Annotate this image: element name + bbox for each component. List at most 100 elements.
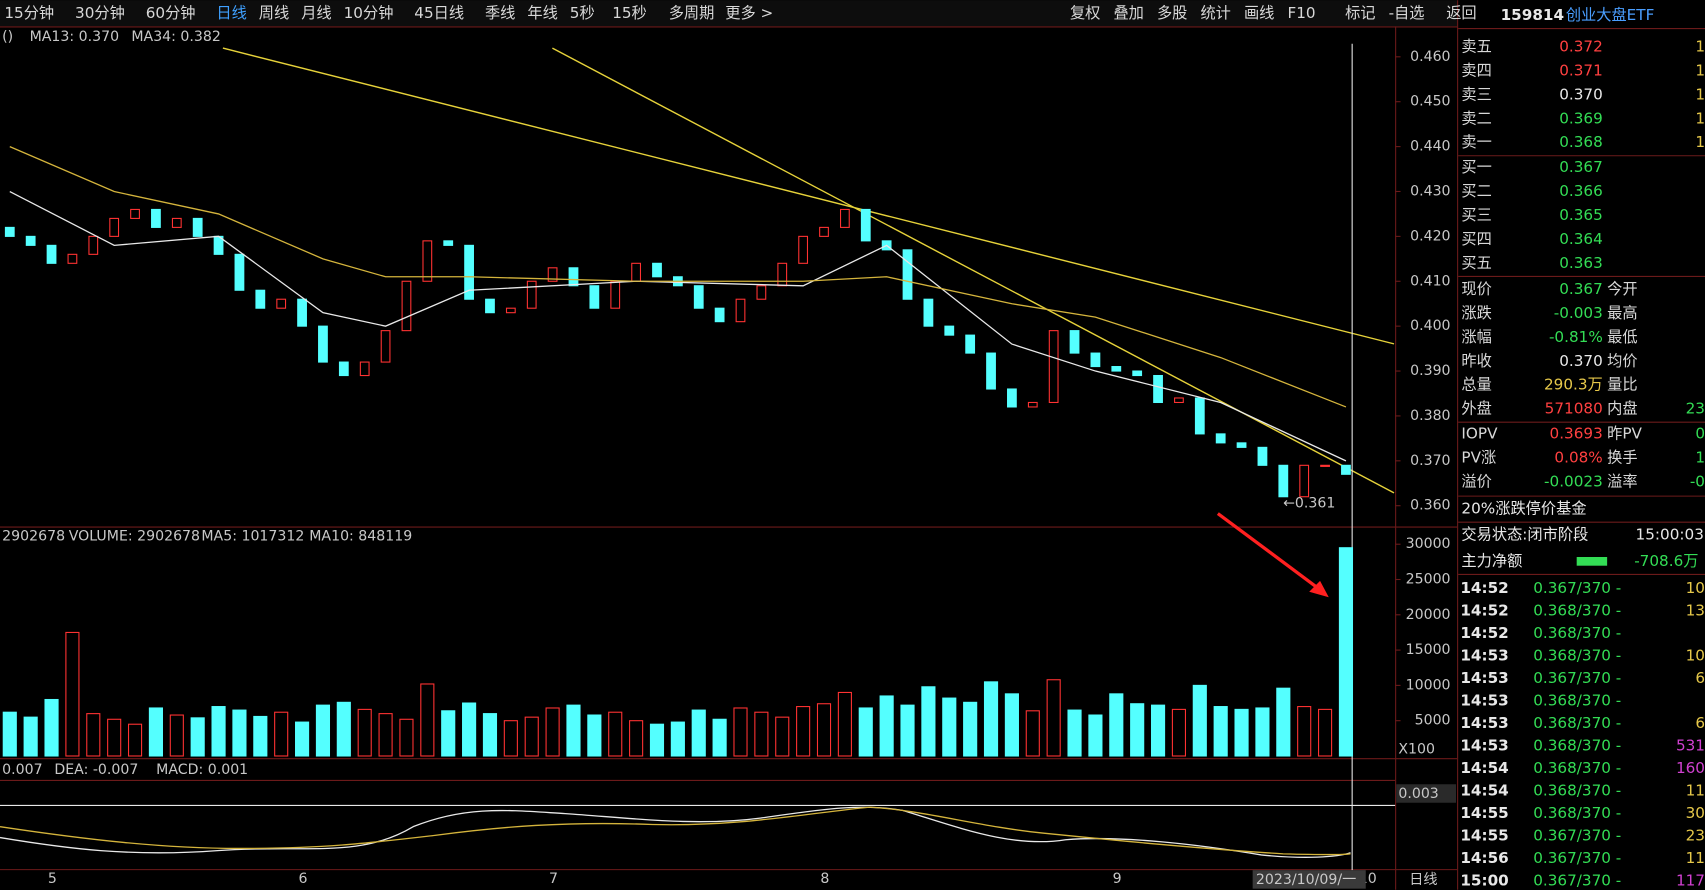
trade-time: 14:52 <box>1460 602 1508 620</box>
volume-bar <box>566 704 581 757</box>
info-label: 溢率 <box>1607 472 1637 490</box>
book-label: 买四 <box>1461 230 1491 248</box>
candle <box>1215 433 1226 444</box>
book-label: 卖五 <box>1461 38 1491 56</box>
volume-bar <box>211 706 226 757</box>
volume-bar <box>482 713 498 757</box>
period-tab[interactable]: 季线 <box>485 4 515 22</box>
info-label: 溢价 <box>1461 472 1491 490</box>
candle <box>1174 397 1184 404</box>
period-tab[interactable]: 30分钟 <box>75 4 125 22</box>
candle <box>338 361 349 377</box>
y-tick-label: 0.400 <box>1410 318 1450 334</box>
panel-borders <box>0 0 1459 890</box>
trend-line <box>552 47 1395 494</box>
tool-button[interactable]: 叠加 <box>1113 4 1143 22</box>
candle <box>547 267 558 282</box>
volume-bar <box>1255 707 1270 757</box>
tool-button[interactable]: 复权 <box>1070 4 1100 22</box>
trade-volume: 13 <box>1686 602 1705 620</box>
period-tab[interactable]: 日线 <box>216 4 246 22</box>
ma-line <box>9 146 1347 408</box>
candle <box>923 298 934 327</box>
y-tick-label: 15000 <box>1406 642 1451 658</box>
volume-unit: X100 <box>1398 741 1435 757</box>
tool-button[interactable]: 返回 <box>1446 4 1476 22</box>
book-label: 卖三 <box>1461 85 1491 103</box>
security-code: 159814 <box>1501 6 1565 24</box>
tool-button[interactable]: -自选 <box>1389 4 1425 22</box>
info-label: 总量 <box>1461 376 1491 394</box>
volume-bar <box>295 721 310 757</box>
main-net-bar <box>1576 556 1608 566</box>
volume-bar <box>775 716 790 757</box>
volume-bar <box>921 686 936 757</box>
trade-price: 0.368/370 - <box>1533 782 1621 800</box>
period-tab[interactable]: 5秒 <box>570 4 595 22</box>
x-tick-label: 5 <box>48 871 57 887</box>
info-value: -0 <box>1690 472 1705 490</box>
candle <box>130 208 140 219</box>
volume-bar <box>524 716 539 757</box>
info-value: 571080 <box>1545 400 1603 418</box>
book-label: 买二 <box>1461 182 1491 200</box>
candle <box>67 253 78 264</box>
info-label: PV涨 <box>1461 449 1496 467</box>
candle <box>443 240 454 246</box>
candle <box>1341 464 1351 475</box>
candle <box>693 285 704 309</box>
period-tab[interactable]: 10分钟 <box>344 4 394 22</box>
period-tab[interactable]: 更多 > <box>725 4 773 22</box>
trade-volume: 6 <box>1695 714 1705 732</box>
x-tick-label: 8 <box>820 871 829 887</box>
chart-area: 15分钟 30分钟 60分钟 日线 周线 月线 10分钟 45日线 季线 年线 5秒 15秒 多周期 更多… <box>2 4 1477 889</box>
candle <box>839 208 850 228</box>
trade-time: 14:54 <box>1460 782 1508 800</box>
volume-bar <box>733 707 748 757</box>
info-label: 现价 <box>1461 280 1491 298</box>
book-volume: 1 <box>1695 109 1705 127</box>
y-tick-label: 0.430 <box>1410 183 1450 199</box>
y-tick-label: 10000 <box>1406 677 1451 693</box>
info-label: 最高 <box>1607 304 1637 322</box>
candle <box>1153 374 1163 404</box>
y-tick-label: 30000 <box>1406 536 1451 552</box>
period-tab[interactable]: 多周期 <box>669 4 715 22</box>
trade-price: 0.367/370 - <box>1533 579 1621 597</box>
macd-legend: DEA: -0.007 <box>54 762 138 778</box>
volume-bar <box>879 695 894 757</box>
period-tab[interactable]: 月线 <box>301 4 331 22</box>
tool-button[interactable]: 画线 <box>1244 4 1274 22</box>
info-label: 昨收 <box>1461 352 1491 370</box>
candle <box>401 280 412 332</box>
tool-button[interactable]: 统计 <box>1200 4 1230 22</box>
date-box <box>1252 870 1366 889</box>
y-tick-label: 0.440 <box>1410 139 1450 155</box>
volume-bar <box>983 681 999 757</box>
candle <box>1069 330 1080 354</box>
book-price: 0.370 <box>1559 85 1603 103</box>
candle <box>318 325 328 363</box>
tool-button[interactable]: F10 <box>1287 4 1315 22</box>
period-tab[interactable]: 15分钟 <box>4 4 54 22</box>
volume-bar <box>336 701 351 757</box>
period-tab[interactable]: 45日线 <box>414 4 464 22</box>
trade-volume: 23 <box>1686 827 1705 845</box>
candle <box>4 226 15 237</box>
trade-volume: 531 <box>1676 737 1705 755</box>
y-tick-label: 0.420 <box>1410 228 1450 244</box>
volume-bar <box>1046 679 1061 757</box>
period-tab[interactable]: 15秒 <box>612 4 647 22</box>
info-label: 外盘 <box>1461 400 1491 418</box>
volume-legend: MA5: 1017312 <box>201 528 304 544</box>
period-tab[interactable]: 年线 <box>527 4 557 22</box>
volume-bar <box>462 702 477 757</box>
book-label: 买五 <box>1461 254 1491 272</box>
period-tab[interactable]: 60分钟 <box>146 4 196 22</box>
tool-button[interactable]: 多股 <box>1157 4 1187 22</box>
period-tab[interactable]: 周线 <box>259 4 289 22</box>
info-value: -0.0023 <box>1544 472 1603 490</box>
macd-legend: MACD: 0.001 <box>156 762 248 778</box>
tool-button[interactable]: 标记 <box>1345 4 1375 22</box>
trade-price: 0.368/370 - <box>1533 714 1621 732</box>
